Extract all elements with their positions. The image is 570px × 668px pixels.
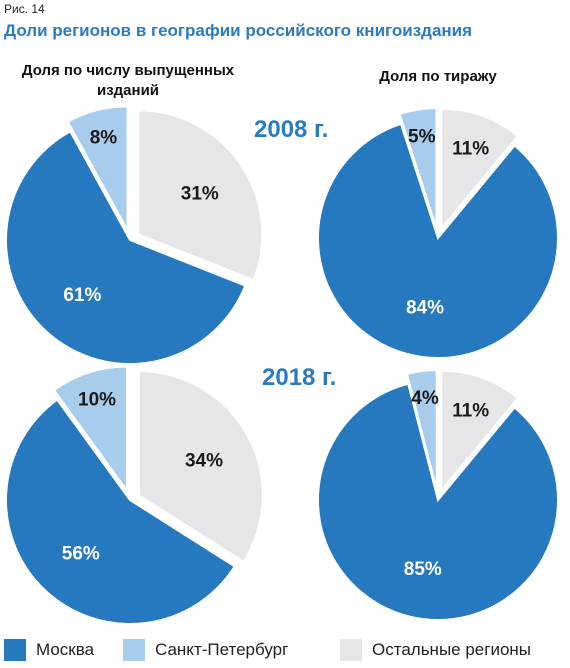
pie-slice-other xyxy=(440,107,520,232)
data-label-other: 11% xyxy=(452,400,489,421)
legend-label-moscow: Москва xyxy=(36,640,95,659)
data-label-spb: 5% xyxy=(408,127,436,148)
figure-label: Рис. 14 xyxy=(4,2,45,16)
pie-chart-2008-circulation: 11% 84% 5% xyxy=(317,107,559,359)
pie-slice-spb xyxy=(405,369,438,491)
legend-item-other: Остальные регионы xyxy=(340,636,531,664)
pie-slice-spb xyxy=(398,107,438,229)
pie-slice-moscow xyxy=(317,382,559,621)
pie-slice-spb xyxy=(52,365,128,494)
pie-slice-spb xyxy=(66,105,129,231)
pie-slice-moscow xyxy=(5,398,237,625)
legend: Москва Санкт-Петербург Остальные регионы xyxy=(0,632,570,668)
legend-swatch-other xyxy=(340,639,362,661)
legend-item-moscow: Москва xyxy=(4,636,94,664)
pie-slice-other xyxy=(137,109,264,282)
legend-label-other: Остальные регионы xyxy=(372,640,532,659)
pie-slice-other xyxy=(137,370,264,564)
data-label-moscow: 56% xyxy=(62,543,100,564)
year-label-2008: 2008 г. xyxy=(254,116,329,143)
legend-swatch-moscow xyxy=(4,639,26,661)
data-label-other: 34% xyxy=(185,450,223,471)
legend-item-spb: Санкт-Петербург xyxy=(123,636,288,664)
data-label-spb: 10% xyxy=(78,390,116,411)
data-label-moscow: 85% xyxy=(404,559,442,580)
column-header-editions: Доля по числу выпущенных изданий xyxy=(21,62,235,99)
data-label-spb: 4% xyxy=(411,388,439,409)
pie-chart-2008-editions: 31% 61% 8% xyxy=(5,105,264,365)
pie-chart-2018-circulation: 11% 85% 4% xyxy=(317,369,559,621)
data-label-other: 31% xyxy=(181,184,219,205)
pie-slice-other xyxy=(440,369,520,494)
pie-chart-2018-editions: 34% 56% 10% xyxy=(5,365,264,625)
data-label-other: 11% xyxy=(452,138,489,159)
data-label-spb: 8% xyxy=(90,128,118,149)
data-label-moscow: 84% xyxy=(406,297,444,318)
column-header-circulation: Доля по тиражу xyxy=(379,68,497,85)
year-label-2018: 2018 г. xyxy=(262,364,337,391)
chart-title: Доли регионов в географии российского кн… xyxy=(4,21,473,40)
legend-swatch-spb xyxy=(123,639,145,661)
pie-slice-moscow xyxy=(5,129,247,365)
pie-slice-moscow xyxy=(317,122,559,359)
legend-label-spb: Санкт-Петербург xyxy=(155,640,289,659)
data-label-moscow: 61% xyxy=(63,285,101,306)
